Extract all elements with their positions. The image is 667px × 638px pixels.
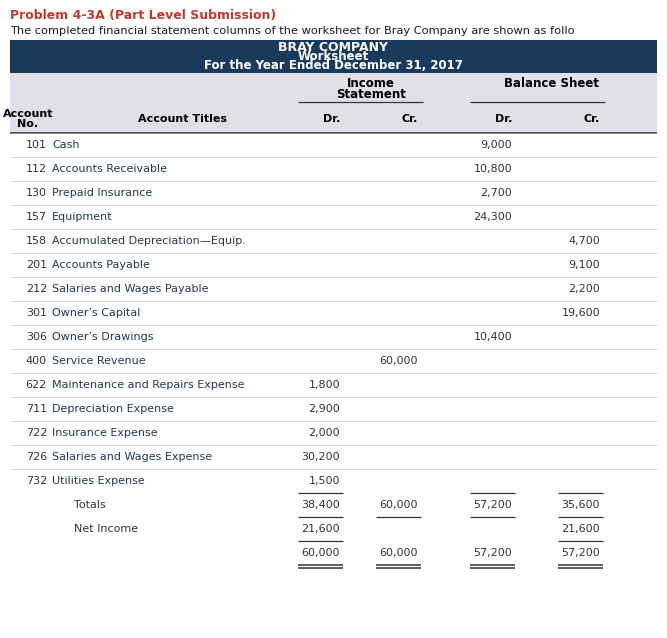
Text: 732: 732	[26, 476, 47, 486]
Text: For the Year Ended December 31, 2017: For the Year Ended December 31, 2017	[204, 59, 463, 71]
Bar	[10, 40, 657, 73]
Text: 400: 400	[26, 356, 47, 366]
Text: Accounts Receivable: Accounts Receivable	[52, 164, 167, 174]
Text: Worksheet: Worksheet	[298, 50, 369, 63]
Text: 57,200: 57,200	[474, 548, 512, 558]
Text: Cr.: Cr.	[402, 114, 418, 124]
Text: 157: 157	[26, 212, 47, 222]
Text: 60,000: 60,000	[380, 356, 418, 366]
Text: 21,600: 21,600	[562, 524, 600, 534]
Text: 38,400: 38,400	[301, 500, 340, 510]
Text: Service Revenue: Service Revenue	[52, 356, 145, 366]
Text: 212: 212	[26, 284, 47, 294]
Text: Cash: Cash	[52, 140, 79, 150]
Text: Totals: Totals	[74, 500, 106, 510]
Text: 4,700: 4,700	[568, 236, 600, 246]
Text: 130: 130	[26, 188, 47, 198]
Text: Statement: Statement	[336, 87, 406, 101]
Text: 35,600: 35,600	[562, 500, 600, 510]
Text: 1,500: 1,500	[309, 476, 340, 486]
Text: Income: Income	[347, 77, 395, 91]
Text: 112: 112	[26, 164, 47, 174]
Text: The completed financial statement columns of the worksheet for Bray Company are : The completed financial statement column…	[10, 26, 575, 36]
Text: 19,600: 19,600	[562, 308, 600, 318]
Text: 101: 101	[26, 140, 47, 150]
Text: 711: 711	[26, 404, 47, 414]
Text: Problem 4-3A (Part Level Submission): Problem 4-3A (Part Level Submission)	[10, 10, 276, 22]
Text: 306: 306	[26, 332, 47, 342]
Text: 9,100: 9,100	[568, 260, 600, 270]
Text: Owner’s Drawings: Owner’s Drawings	[52, 332, 153, 342]
Text: Salaries and Wages Payable: Salaries and Wages Payable	[52, 284, 209, 294]
Text: Accumulated Depreciation—Equip.: Accumulated Depreciation—Equip.	[52, 236, 246, 246]
Text: 2,700: 2,700	[480, 188, 512, 198]
Text: Salaries and Wages Expense: Salaries and Wages Expense	[52, 452, 212, 462]
Text: 726: 726	[26, 452, 47, 462]
Text: Accounts Payable: Accounts Payable	[52, 260, 150, 270]
Text: Cr.: Cr.	[584, 114, 600, 124]
Text: 2,000: 2,000	[308, 428, 340, 438]
Text: 722: 722	[25, 428, 47, 438]
Text: 60,000: 60,000	[301, 548, 340, 558]
Text: 2,200: 2,200	[568, 284, 600, 294]
Text: Dr.: Dr.	[323, 114, 340, 124]
Text: 10,400: 10,400	[474, 332, 512, 342]
Text: Maintenance and Repairs Expense: Maintenance and Repairs Expense	[52, 380, 245, 390]
Text: 24,300: 24,300	[474, 212, 512, 222]
Text: Utilities Expense: Utilities Expense	[52, 476, 145, 486]
Text: 30,200: 30,200	[301, 452, 340, 462]
Text: Balance Sheet: Balance Sheet	[504, 77, 598, 91]
Text: 158: 158	[26, 236, 47, 246]
Text: 2,900: 2,900	[308, 404, 340, 414]
Text: 21,600: 21,600	[301, 524, 340, 534]
Text: Prepaid Insurance: Prepaid Insurance	[52, 188, 152, 198]
Text: 201: 201	[26, 260, 47, 270]
Text: Account Titles: Account Titles	[138, 114, 227, 124]
Text: Equipment: Equipment	[52, 212, 113, 222]
Text: 10,800: 10,800	[474, 164, 512, 174]
Text: 57,200: 57,200	[561, 548, 600, 558]
Text: Owner’s Capital: Owner’s Capital	[52, 308, 140, 318]
Text: 301: 301	[26, 308, 47, 318]
Text: Dr.: Dr.	[495, 114, 512, 124]
Text: 1,800: 1,800	[308, 380, 340, 390]
Text: 60,000: 60,000	[380, 500, 418, 510]
Text: 622: 622	[26, 380, 47, 390]
Text: 9,000: 9,000	[480, 140, 512, 150]
Text: Depreciation Expense: Depreciation Expense	[52, 404, 174, 414]
Text: No.: No.	[17, 119, 39, 129]
Bar	[10, 73, 657, 133]
Text: Insurance Expense: Insurance Expense	[52, 428, 157, 438]
Text: 60,000: 60,000	[380, 548, 418, 558]
Text: 57,200: 57,200	[474, 500, 512, 510]
Text: Account: Account	[3, 108, 53, 119]
Text: Net Income: Net Income	[74, 524, 138, 534]
Text: BRAY COMPANY: BRAY COMPANY	[279, 41, 388, 54]
